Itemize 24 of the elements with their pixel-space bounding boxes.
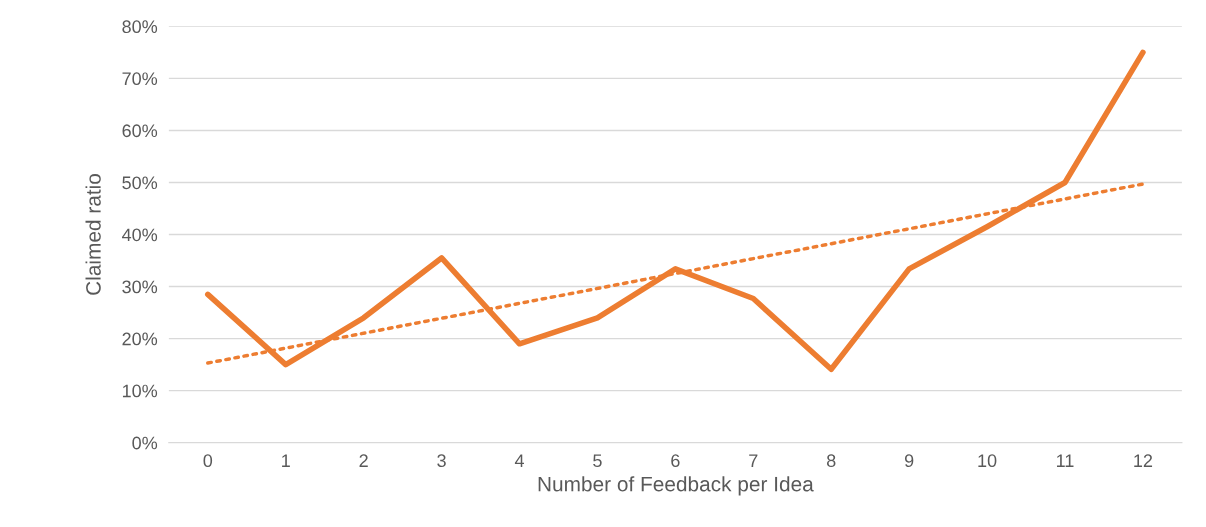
x-tick-label: 1 [282, 454, 290, 467]
x-tick-label: 9 [904, 454, 914, 468]
x-axis-title: Number of Feedback per Idea [538, 476, 814, 496]
x-tick-label: 10 [978, 454, 997, 468]
x-tick-label: 0 [203, 454, 213, 468]
y-tick-label: 80% [122, 20, 158, 34]
x-tick-label: 5 [593, 454, 602, 468]
y-axis-title: Claimed ratio [85, 174, 101, 295]
x-tick-label: 2 [359, 454, 368, 467]
x-tick-label: 3 [437, 454, 446, 468]
y-tick-label: 0% [132, 436, 158, 450]
x-tick-label: 12 [1134, 454, 1153, 467]
y-tick-label: 40% [122, 228, 158, 242]
x-tick-label: 6 [671, 454, 680, 468]
y-tick-label: 10% [122, 384, 158, 398]
x-tick-label: 4 [514, 454, 524, 467]
y-tick-label: 50% [122, 176, 158, 190]
y-tick-label: 70% [122, 72, 158, 86]
x-tick-label: 11 [1056, 454, 1074, 467]
x-tick-label: 7 [749, 454, 758, 467]
y-tick-label: 20% [122, 332, 158, 346]
y-tick-label: 60% [122, 124, 158, 138]
x-tick-label: 8 [826, 454, 836, 468]
y-tick-label: 30% [122, 280, 158, 294]
